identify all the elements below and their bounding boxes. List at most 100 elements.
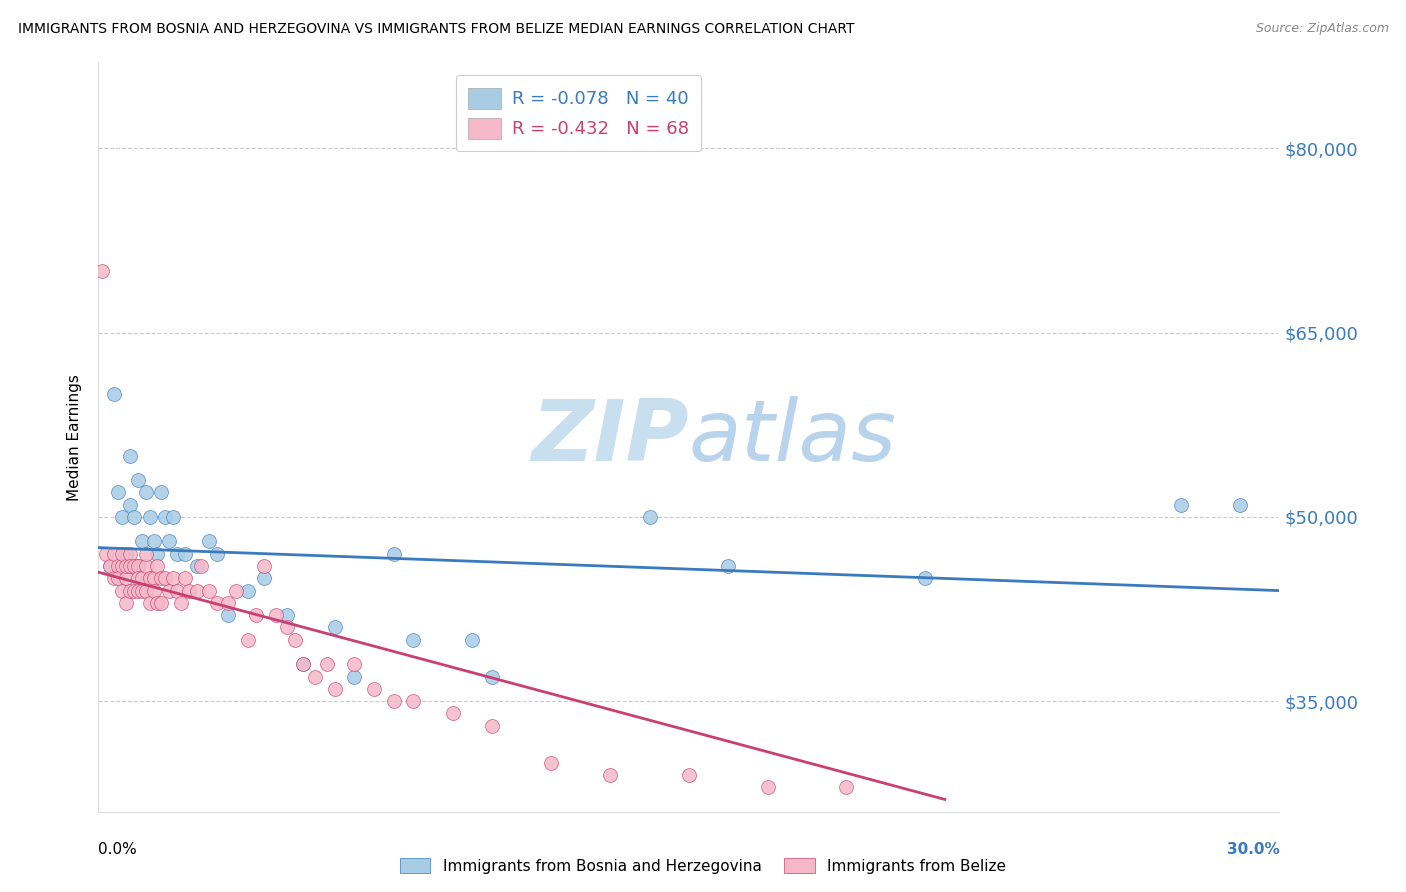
- Point: [253, 559, 276, 574]
- Point: [142, 583, 165, 598]
- Point: [756, 780, 779, 794]
- Point: [138, 571, 160, 585]
- Point: [217, 596, 239, 610]
- Point: [276, 620, 298, 634]
- Point: [217, 608, 239, 623]
- Point: [292, 657, 315, 672]
- Point: [150, 596, 173, 610]
- Point: [142, 534, 165, 549]
- Point: [118, 583, 141, 598]
- Point: [382, 547, 405, 561]
- Text: 0.0%: 0.0%: [98, 842, 138, 856]
- Point: [540, 756, 562, 770]
- Point: [835, 780, 858, 794]
- Point: [363, 681, 385, 696]
- Point: [127, 559, 149, 574]
- Point: [98, 559, 121, 574]
- Point: [107, 559, 129, 574]
- Point: [135, 583, 157, 598]
- Point: [127, 473, 149, 487]
- Point: [236, 632, 259, 647]
- Point: [264, 608, 287, 623]
- Point: [170, 596, 193, 610]
- Point: [115, 547, 138, 561]
- Point: [150, 485, 173, 500]
- Point: [127, 559, 149, 574]
- Point: [157, 534, 180, 549]
- Point: [162, 510, 184, 524]
- Point: [284, 632, 307, 647]
- Text: Source: ZipAtlas.com: Source: ZipAtlas.com: [1256, 22, 1389, 36]
- Point: [115, 559, 138, 574]
- Point: [166, 583, 188, 598]
- Text: 30.0%: 30.0%: [1226, 842, 1279, 856]
- Point: [304, 670, 326, 684]
- Point: [292, 657, 315, 672]
- Point: [138, 510, 160, 524]
- Point: [1229, 498, 1251, 512]
- Point: [135, 485, 157, 500]
- Point: [146, 596, 169, 610]
- Point: [245, 608, 267, 623]
- Point: [157, 583, 180, 598]
- Point: [115, 571, 138, 585]
- Point: [382, 694, 405, 708]
- Point: [155, 510, 177, 524]
- Point: [111, 510, 134, 524]
- Point: [461, 632, 484, 647]
- Point: [481, 670, 503, 684]
- Point: [135, 547, 157, 561]
- Point: [205, 547, 228, 561]
- Point: [103, 387, 125, 401]
- Point: [197, 583, 219, 598]
- Point: [111, 559, 134, 574]
- Point: [402, 632, 425, 647]
- Point: [103, 547, 125, 561]
- Point: [197, 534, 219, 549]
- Point: [441, 706, 464, 721]
- Point: [107, 571, 129, 585]
- Point: [225, 583, 247, 598]
- Text: atlas: atlas: [689, 395, 897, 479]
- Point: [155, 571, 177, 585]
- Point: [107, 485, 129, 500]
- Point: [236, 583, 259, 598]
- Point: [131, 583, 153, 598]
- Point: [343, 657, 366, 672]
- Point: [138, 596, 160, 610]
- Point: [186, 583, 208, 598]
- Point: [402, 694, 425, 708]
- Point: [343, 670, 366, 684]
- Point: [174, 547, 197, 561]
- Point: [91, 264, 114, 278]
- Point: [146, 547, 169, 561]
- Point: [1170, 498, 1192, 512]
- Point: [323, 681, 346, 696]
- Point: [481, 719, 503, 733]
- Point: [118, 498, 141, 512]
- Point: [146, 559, 169, 574]
- Point: [638, 510, 661, 524]
- Point: [205, 596, 228, 610]
- Point: [115, 596, 138, 610]
- Point: [135, 559, 157, 574]
- Point: [174, 571, 197, 585]
- Point: [599, 768, 621, 782]
- Point: [118, 449, 141, 463]
- Point: [186, 559, 208, 574]
- Point: [122, 559, 145, 574]
- Point: [127, 571, 149, 585]
- Point: [315, 657, 337, 672]
- Point: [122, 583, 145, 598]
- Point: [131, 534, 153, 549]
- Point: [914, 571, 936, 585]
- Point: [127, 583, 149, 598]
- Point: [323, 620, 346, 634]
- Point: [190, 559, 212, 574]
- Point: [177, 583, 200, 598]
- Text: IMMIGRANTS FROM BOSNIA AND HERZEGOVINA VS IMMIGRANTS FROM BELIZE MEDIAN EARNINGS: IMMIGRANTS FROM BOSNIA AND HERZEGOVINA V…: [18, 22, 855, 37]
- Point: [276, 608, 298, 623]
- Text: ZIP: ZIP: [531, 395, 689, 479]
- Point: [678, 768, 700, 782]
- Point: [96, 547, 118, 561]
